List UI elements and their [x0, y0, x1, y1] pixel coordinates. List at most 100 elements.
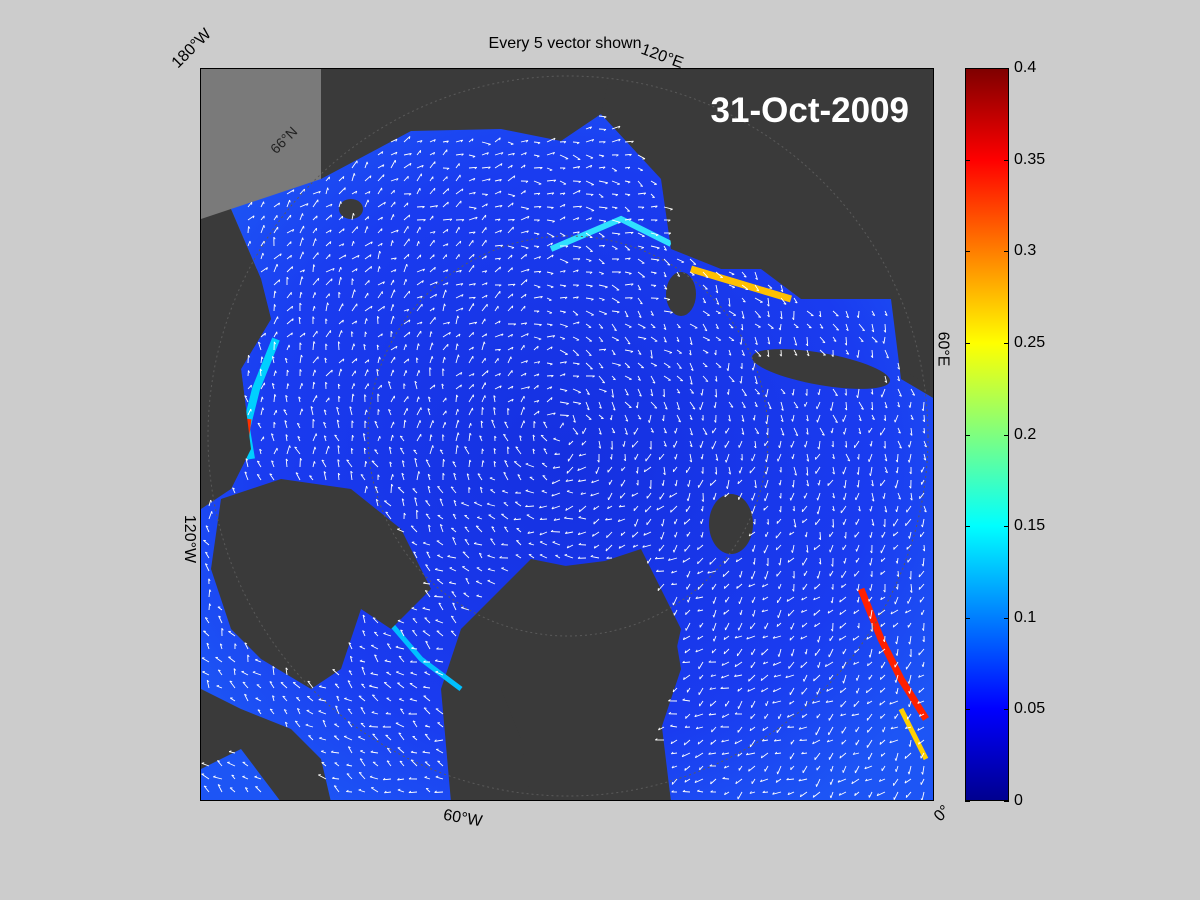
drift-vector — [468, 138, 474, 143]
drift-vector — [325, 203, 333, 208]
drift-vector — [566, 490, 574, 494]
drift-vector-head — [408, 319, 411, 323]
drift-vector-head — [830, 600, 833, 604]
drift-vector — [360, 707, 366, 715]
drift-vector — [598, 323, 604, 329]
drift-vector-head — [408, 712, 411, 715]
drift-vector — [377, 356, 380, 364]
drift-vector — [295, 472, 301, 481]
drift-vector-head — [778, 445, 781, 449]
drift-vector-head — [639, 394, 642, 397]
drift-vector — [663, 349, 673, 354]
drift-vector-head — [780, 419, 784, 423]
drift-vector — [572, 296, 579, 299]
drift-vector-head — [772, 701, 775, 704]
drift-vector-head — [358, 788, 362, 791]
drift-vector — [491, 526, 496, 533]
drift-vector-head — [503, 471, 507, 474]
drift-vector-head — [566, 490, 570, 492]
drift-vector-head — [894, 485, 897, 489]
drift-vector — [715, 284, 719, 293]
drift-vector-head — [880, 624, 882, 627]
drift-vector-head — [446, 140, 449, 144]
drift-vector — [894, 713, 899, 719]
drift-vector — [205, 551, 210, 559]
drift-vector — [871, 401, 874, 411]
drift-vector — [377, 305, 385, 312]
drift-vector — [800, 661, 808, 669]
drift-vector-head — [342, 176, 345, 179]
drift-vector-head — [618, 545, 621, 549]
drift-vector-head — [273, 341, 276, 345]
drift-vector-head — [488, 178, 491, 181]
drift-vector-head — [714, 472, 717, 475]
drift-vector — [685, 713, 691, 719]
drift-vector-head — [749, 791, 752, 794]
lon-label-60e: 60°E — [934, 331, 952, 367]
drift-vector — [676, 258, 685, 263]
drift-vector-head — [284, 420, 288, 423]
drift-vector — [376, 369, 379, 377]
wrangel-island — [339, 199, 363, 219]
drift-vector — [880, 752, 886, 757]
drift-vector-head — [525, 139, 529, 143]
drift-vector — [825, 700, 834, 703]
drift-vector-head — [403, 512, 406, 516]
drift-vector-head — [481, 407, 484, 410]
drift-vector-head — [418, 370, 421, 373]
drift-vector — [767, 310, 770, 317]
drift-vector — [546, 375, 554, 377]
colorbar-tick-mark — [965, 68, 970, 69]
drift-vector — [507, 283, 516, 286]
drift-vector — [842, 648, 847, 655]
drift-vector — [416, 396, 419, 403]
drift-vector — [273, 279, 281, 286]
drift-vector — [358, 772, 366, 780]
drift-vector — [308, 735, 314, 741]
drift-vector — [364, 318, 367, 325]
drift-vector-head — [244, 642, 248, 645]
drift-vector-head — [734, 674, 737, 677]
drift-vector — [429, 161, 436, 169]
drift-vector-head — [353, 173, 356, 176]
drift-vector — [299, 203, 309, 208]
drift-vector-head — [643, 532, 646, 536]
drift-vector-head — [804, 651, 807, 655]
drift-vector-head — [537, 142, 541, 145]
drift-vector — [619, 505, 626, 508]
drift-vector — [351, 160, 358, 169]
drift-vector — [520, 230, 529, 234]
drift-vector-head — [737, 753, 740, 757]
colorbar-tick-mark — [1004, 159, 1009, 161]
drift-vector — [455, 432, 459, 442]
drift-vector — [764, 544, 769, 554]
drift-vector-head — [349, 406, 352, 409]
drift-vector-head — [591, 533, 594, 537]
drift-vector — [479, 486, 483, 494]
drift-vector — [793, 518, 797, 528]
drift-vector — [637, 336, 647, 340]
drift-vector — [416, 268, 425, 273]
drift-vector — [429, 176, 434, 182]
drift-vector — [637, 297, 643, 305]
drift-vector-head — [856, 472, 859, 475]
drift-vector — [390, 269, 397, 273]
drift-vector-head — [699, 407, 701, 410]
drift-vector — [802, 713, 808, 718]
drift-vector — [455, 445, 458, 455]
drift-vector — [332, 777, 340, 780]
drift-vector — [802, 765, 808, 774]
drift-vector-head — [511, 346, 514, 350]
drift-vector — [241, 671, 249, 676]
drift-vector — [842, 466, 847, 475]
drift-vector — [494, 218, 501, 221]
drift-vector — [922, 557, 925, 567]
drift-vector-head — [446, 282, 449, 285]
drift-vector — [390, 214, 394, 221]
drift-vector-head — [805, 473, 809, 476]
drift-vector — [494, 357, 499, 364]
drift-vector-head — [635, 405, 638, 409]
drift-vector — [689, 414, 693, 420]
drift-vector — [851, 713, 860, 717]
drift-vector — [533, 256, 541, 260]
